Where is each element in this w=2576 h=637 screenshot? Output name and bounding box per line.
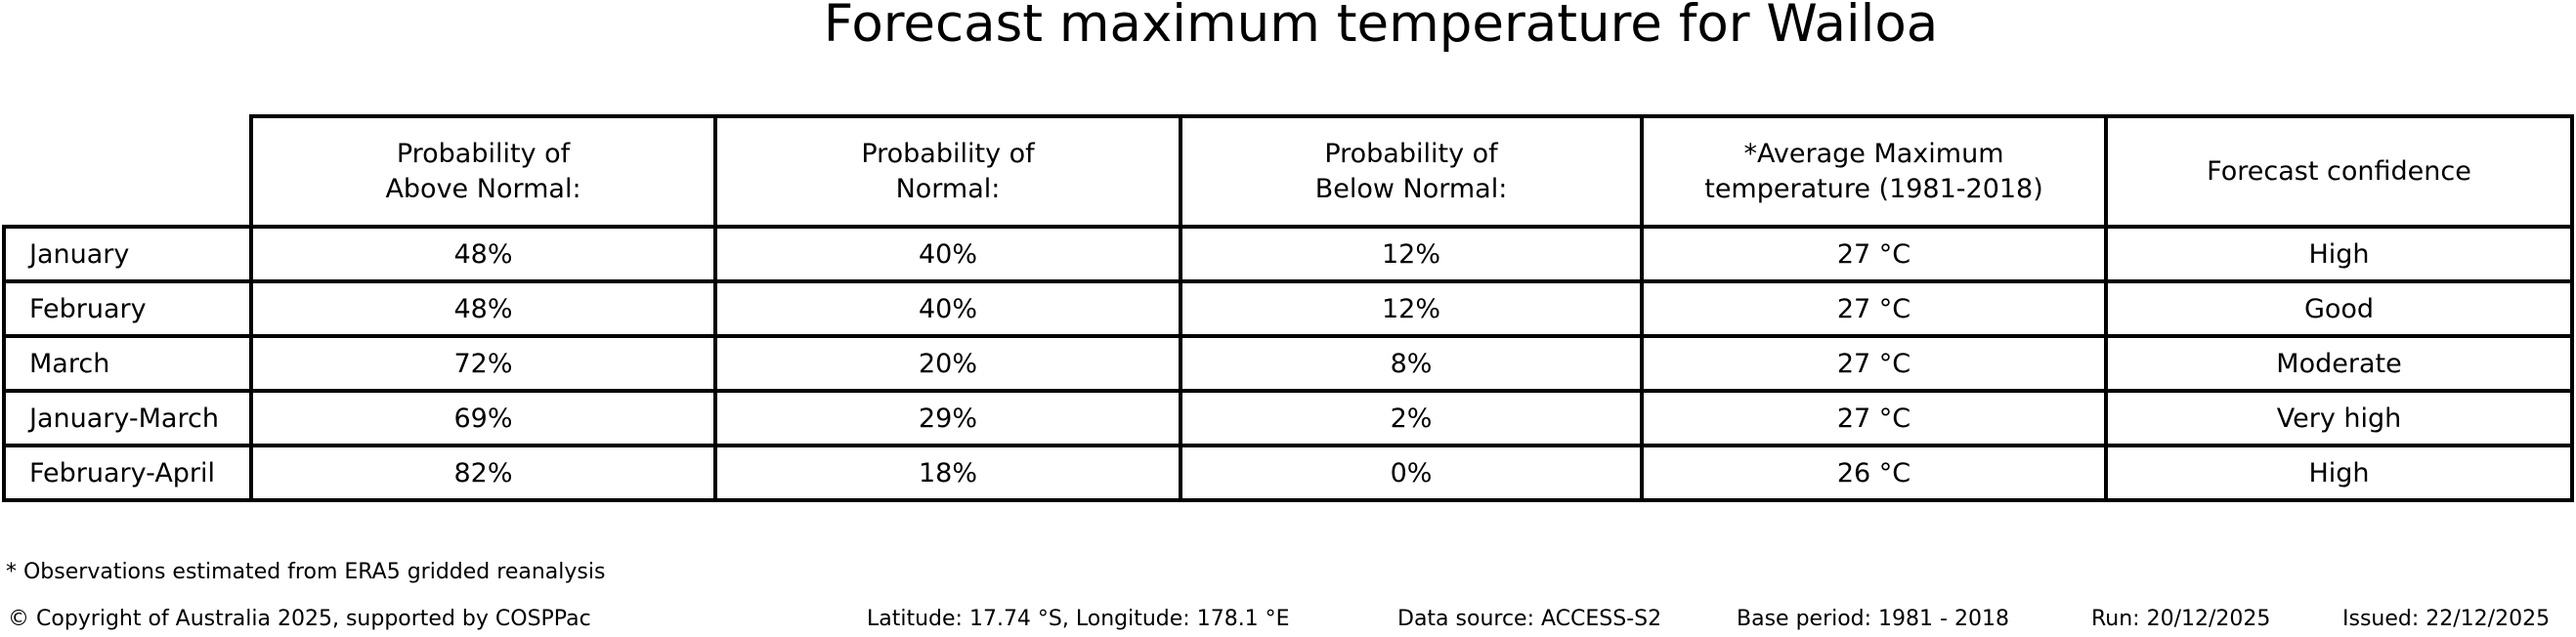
cell-normal: 29% xyxy=(713,389,1182,447)
row-label: March xyxy=(2,334,253,393)
location-coordinates-text: Latitude: 17.74 °S, Longitude: 178.1 °E xyxy=(867,607,1290,631)
cell-above-normal: 69% xyxy=(249,389,717,447)
cell-forecast-confidence: Good xyxy=(2104,279,2574,338)
cell-average-max-temp: 26 °C xyxy=(1640,444,2108,502)
data-source-text: Data source: ACCESS-S2 xyxy=(1397,607,1662,631)
column-header-forecast-confidence: Forecast confidence xyxy=(2104,114,2574,229)
table-row-february: February 48% 40% 12% 27 °C Good xyxy=(2,279,2574,338)
table-row-february-april: February-April 82% 18% 0% 26 °C High xyxy=(2,444,2574,502)
forecast-table: Probability of Above Normal: Probability… xyxy=(2,114,2574,502)
column-header-normal: Probability of Normal: xyxy=(713,114,1182,229)
table-row-january: January 48% 40% 12% 27 °C High xyxy=(2,225,2574,283)
column-header-average-max-temp: *Average Maximum temperature (1981-2018) xyxy=(1640,114,2108,229)
corner-cell xyxy=(4,116,251,227)
cell-below-normal: 12% xyxy=(1179,225,1644,283)
issued-date-text: Issued: 22/12/2025 xyxy=(2342,607,2551,631)
cell-average-max-temp: 27 °C xyxy=(1640,225,2108,283)
table-row-march: March 72% 20% 8% 27 °C Moderate xyxy=(2,334,2574,393)
cell-average-max-temp: 27 °C xyxy=(1640,389,2108,447)
column-header-below-normal: Probability of Below Normal: xyxy=(1179,114,1644,229)
cell-below-normal: 12% xyxy=(1179,279,1644,338)
cell-normal: 40% xyxy=(713,279,1182,338)
cell-forecast-confidence: High xyxy=(2104,444,2574,502)
cell-above-normal: 82% xyxy=(249,444,717,502)
cell-above-normal: 48% xyxy=(249,225,717,283)
run-date-text: Run: 20/12/2025 xyxy=(2091,607,2271,631)
base-period-text: Base period: 1981 - 2018 xyxy=(1737,607,2009,631)
cell-average-max-temp: 27 °C xyxy=(1640,334,2108,393)
copyright-text: © Copyright of Australia 2025, supported… xyxy=(8,607,591,631)
cell-normal: 18% xyxy=(713,444,1182,502)
cell-normal: 20% xyxy=(713,334,1182,393)
cell-forecast-confidence: Very high xyxy=(2104,389,2574,447)
observations-footnote: * Observations estimated from ERA5 gridd… xyxy=(6,560,606,584)
column-header-above-normal: Probability of Above Normal: xyxy=(249,114,717,229)
cell-below-normal: 2% xyxy=(1179,389,1644,447)
cell-above-normal: 48% xyxy=(249,279,717,338)
row-label: February-April xyxy=(2,444,253,502)
cell-below-normal: 8% xyxy=(1179,334,1644,393)
row-label: January xyxy=(2,225,253,283)
cell-forecast-confidence: High xyxy=(2104,225,2574,283)
row-label: February xyxy=(2,279,253,338)
cell-above-normal: 72% xyxy=(249,334,717,393)
table-row-january-march: January-March 69% 29% 2% 27 °C Very high xyxy=(2,389,2574,447)
cell-average-max-temp: 27 °C xyxy=(1640,279,2108,338)
row-label: January-March xyxy=(2,389,253,447)
page-title: Forecast maximum temperature for Wailoa xyxy=(823,0,1939,54)
cell-normal: 40% xyxy=(713,225,1182,283)
cell-forecast-confidence: Moderate xyxy=(2104,334,2574,393)
cell-below-normal: 0% xyxy=(1179,444,1644,502)
table-header-row: Probability of Above Normal: Probability… xyxy=(4,114,2574,229)
